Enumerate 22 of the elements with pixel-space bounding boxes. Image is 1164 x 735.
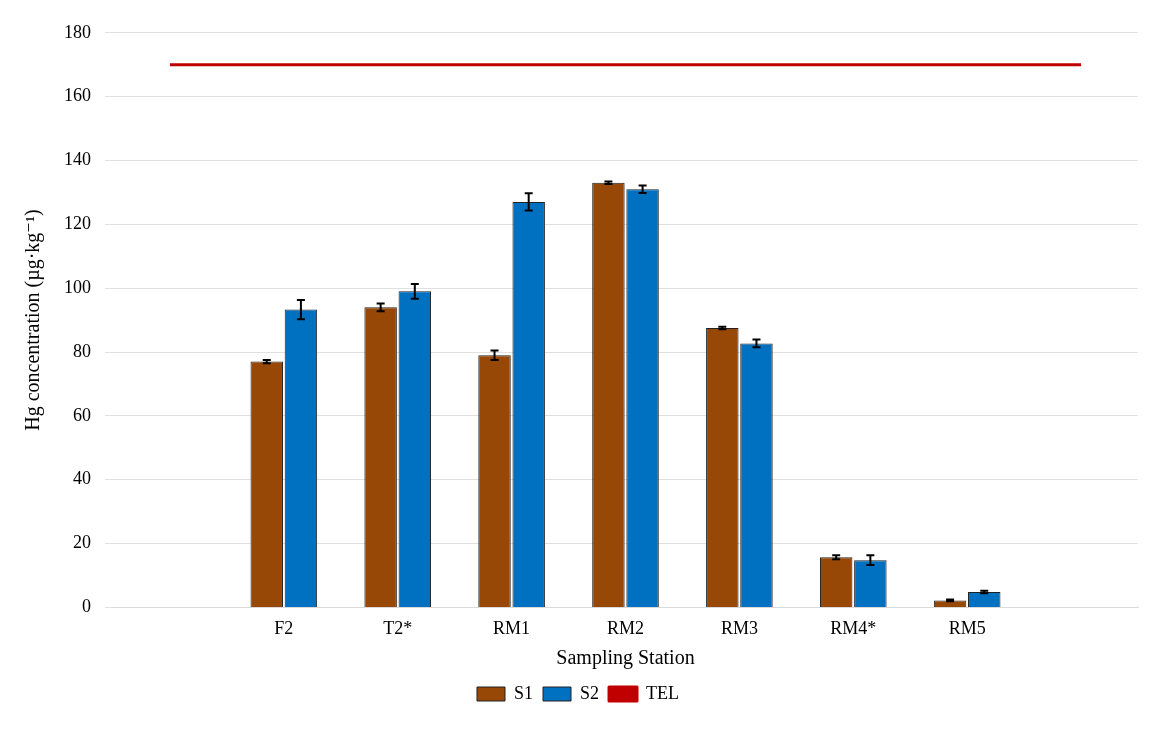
x-tick-label: F2: [274, 617, 294, 638]
y-tick-label: 120: [64, 213, 91, 234]
y-tick-label: 160: [64, 85, 91, 106]
y-tick-label: 60: [73, 404, 91, 425]
x-tick-label: RM4*: [830, 617, 877, 638]
legend-label: TEL: [646, 682, 680, 703]
y-tick-label: 100: [64, 276, 91, 297]
y-tick-label: 0: [82, 596, 91, 617]
x-tick-label: T2*: [383, 617, 413, 638]
y-tick-label: 80: [73, 340, 91, 361]
x-tick-label: RM3: [720, 617, 758, 638]
y-tick-label: 40: [73, 468, 91, 489]
y-tick-label: 180: [64, 21, 91, 42]
y-tick-label: 140: [64, 149, 91, 170]
x-axis-title: Sampling Station: [556, 646, 695, 670]
x-tick-label: RM2: [606, 617, 645, 638]
x-tick-label: RM1: [493, 617, 531, 638]
legend-label: S1: [514, 682, 534, 703]
y-axis-title: Hg concentration (µg·kg⁻¹): [21, 209, 45, 431]
legend-label: S2: [580, 682, 600, 703]
x-tick-label: RM5: [948, 617, 986, 638]
y-tick-label: 20: [73, 532, 91, 553]
